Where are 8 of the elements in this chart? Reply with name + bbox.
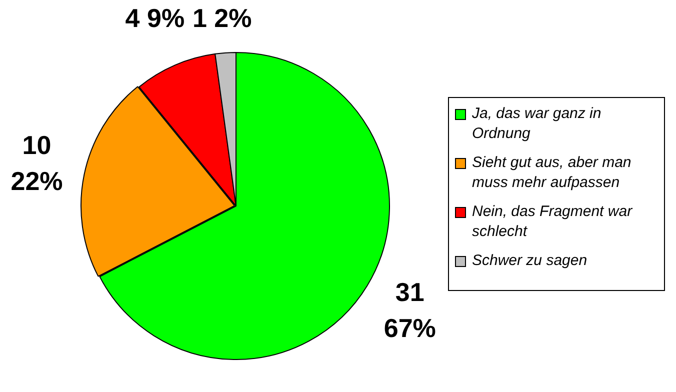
legend-label: Nein, das Fragment war schlecht xyxy=(472,202,634,242)
data-label: 1 2% xyxy=(192,3,252,34)
data-label: 4 9% xyxy=(125,3,185,34)
data-label: 10 22% xyxy=(10,130,63,196)
legend-label: Schwer zu sagen xyxy=(472,251,588,271)
legend-label: Sieht gut aus, aber man muss mehr aufpassen xyxy=(472,153,632,193)
data-label: 31 67% xyxy=(384,276,436,343)
legend-label: Ja, das war ganz in Ordnung xyxy=(472,104,602,144)
